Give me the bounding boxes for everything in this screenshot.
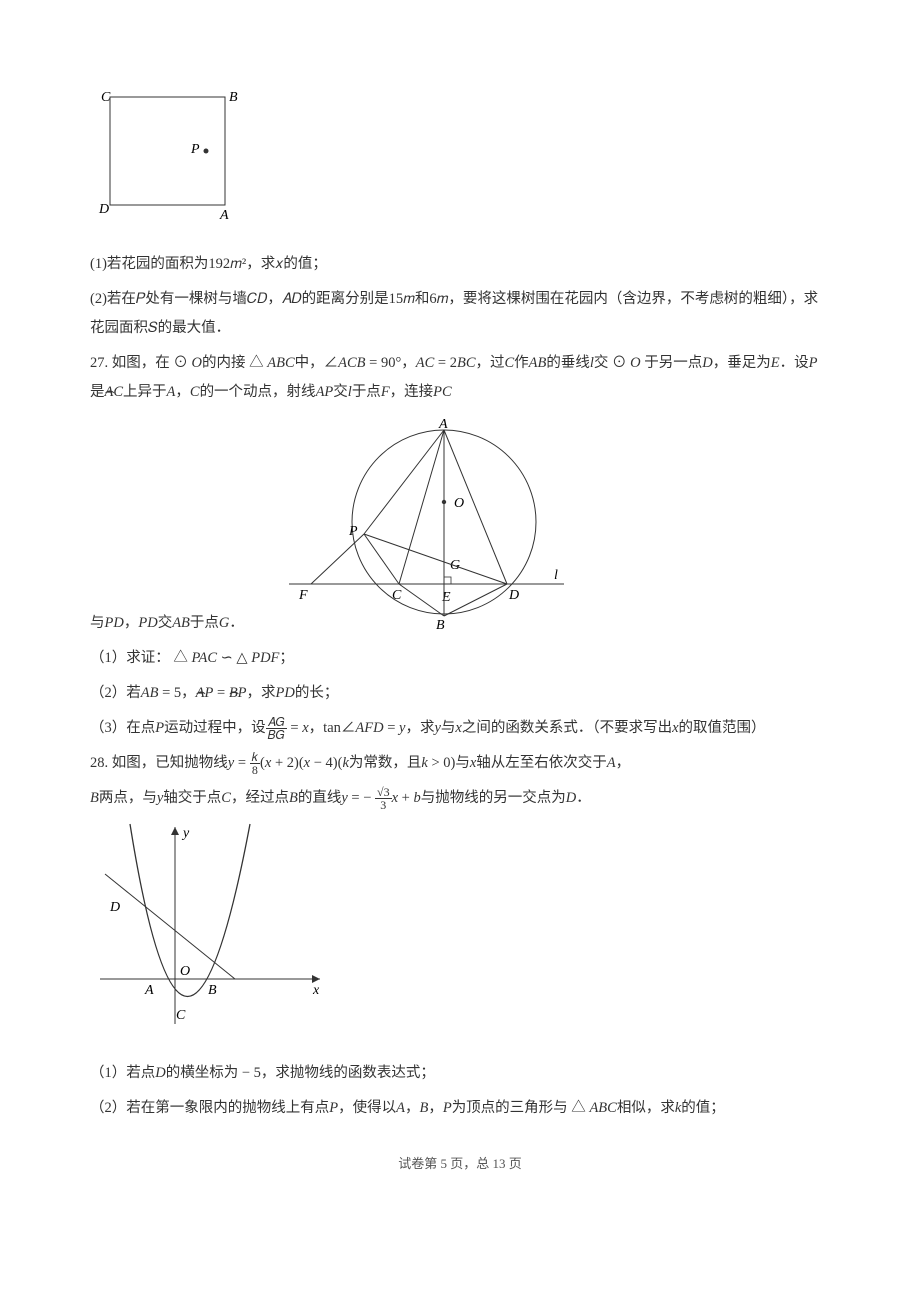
svg-text:O: O <box>180 964 190 979</box>
svg-text:E: E <box>441 590 451 605</box>
label-d: D <box>98 202 109 217</box>
svg-text:C: C <box>392 588 402 603</box>
page-footer: 试卷第 5 页，总 13 页 <box>90 1153 830 1172</box>
q27-tail: 与PD，PD交AB于点G． <box>90 609 244 638</box>
figure-square: C B D A P <box>90 85 830 230</box>
svg-text:B: B <box>436 618 445 633</box>
svg-text:D: D <box>109 900 120 915</box>
q27-1: （1）求证： △ PAC ∽ △ PDF； <box>90 644 830 673</box>
label-b: B <box>229 90 238 105</box>
figure-parabola: y x D A O B C <box>90 819 830 1039</box>
svg-text:A: A <box>144 983 154 998</box>
q27-3: （3）在点P运动过程中，设𝐴𝐺𝐵𝐺 = x，tan∠AFD = y，求y与x之间… <box>90 714 830 743</box>
q27-intro: 27. 如图，在 ⊙ O的内接 △ ABC中，∠ACB = 90°，AC = 2… <box>90 349 830 407</box>
q27-2: （2）若AB = 5，AP⌢ = BP⌢，求PD的长； <box>90 679 830 708</box>
svg-text:x: x <box>312 983 320 998</box>
label-p: P <box>190 142 200 157</box>
q26-part2: (2)若在𝑃处有一棵树与墙𝐶𝐷，𝐴𝐷的距离分别是15𝑚和6𝑚，要将这棵树围在花园… <box>90 285 830 343</box>
label-c: C <box>101 90 111 105</box>
svg-text:A: A <box>438 417 448 432</box>
svg-text:l: l <box>554 568 558 583</box>
q28-2: （2）若在第一象限内的抛物线上有点P，使得以A，B，P为顶点的三角形与 △ AB… <box>90 1094 830 1123</box>
label-a: A <box>219 208 229 223</box>
svg-text:B: B <box>208 983 217 998</box>
figure-circle: A O P G F C E D B l <box>274 409 574 644</box>
svg-text:O: O <box>454 496 464 511</box>
svg-text:D: D <box>508 588 519 603</box>
svg-text:F: F <box>298 588 308 603</box>
q28-intro: 28. 如图，已知抛物线y = 𝑘8(x + 2)(x − 4)(k为常数，且k… <box>90 749 830 778</box>
svg-text:C: C <box>176 1008 186 1023</box>
svg-text:y: y <box>181 826 190 841</box>
q28-1: （1）若点D的横坐标为 − 5，求抛物线的函数表达式； <box>90 1059 830 1088</box>
q28-intro-2: B两点，与y轴交于点C，经过点B的直线y = − √33x + b与抛物线的另一… <box>90 784 830 813</box>
q26-part1: (1)若花园的面积为192𝑚²，求𝑥的值； <box>90 250 830 279</box>
svg-text:P: P <box>348 524 358 539</box>
